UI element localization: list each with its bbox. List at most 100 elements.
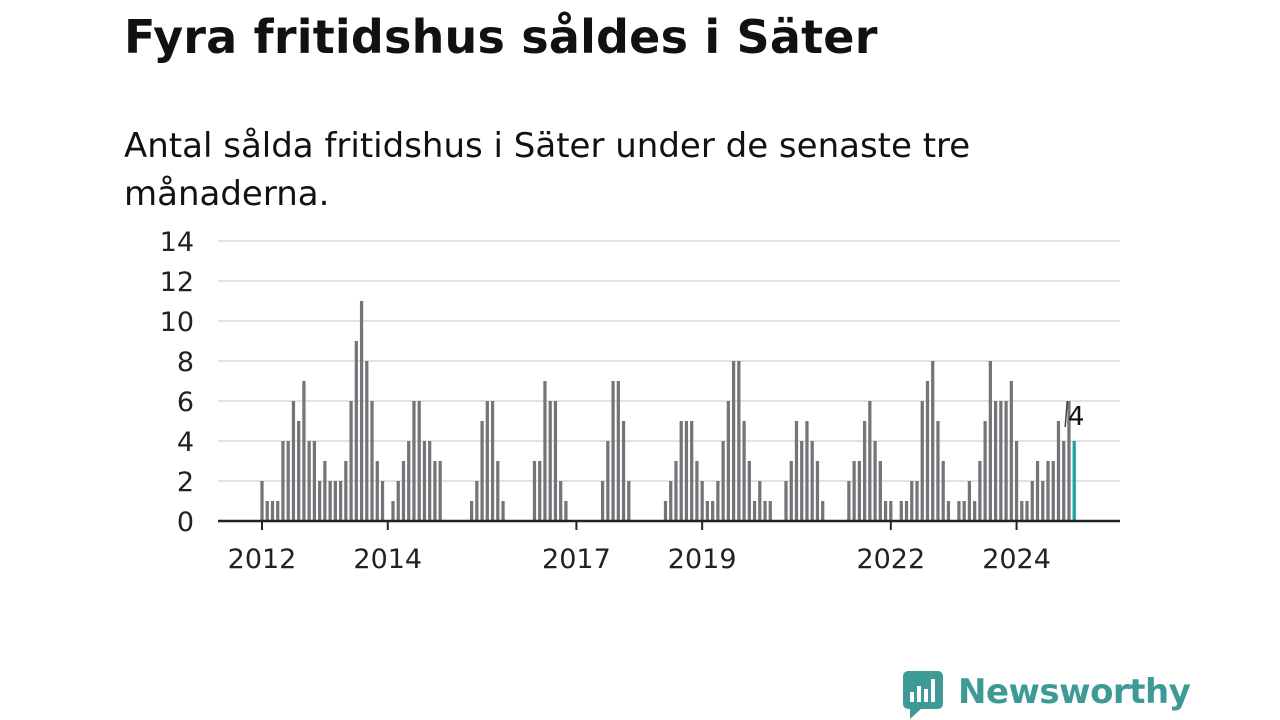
bar bbox=[674, 461, 678, 521]
bar bbox=[700, 481, 704, 521]
bar bbox=[967, 481, 972, 521]
chart-title: Fyra fritidshus såldes i Säter bbox=[124, 10, 878, 64]
chart-subtitle: Antal sålda fritidshus i Säter under de … bbox=[124, 126, 971, 214]
bar bbox=[684, 421, 689, 521]
bar bbox=[302, 381, 306, 521]
bar bbox=[480, 421, 484, 521]
bar bbox=[904, 501, 909, 521]
bar bbox=[407, 441, 411, 521]
bar bbox=[690, 421, 694, 521]
y-tick-label: 0 bbox=[177, 507, 194, 538]
bar bbox=[1051, 461, 1055, 521]
bar bbox=[878, 461, 882, 521]
bar bbox=[485, 401, 489, 521]
bar bbox=[711, 501, 715, 521]
bar bbox=[265, 501, 269, 521]
bar bbox=[1041, 481, 1045, 521]
bar bbox=[726, 401, 730, 521]
bar bbox=[354, 341, 358, 521]
bar bbox=[422, 441, 427, 521]
bar bbox=[260, 481, 264, 521]
bar bbox=[1062, 441, 1066, 521]
bar bbox=[873, 441, 877, 521]
latest-value-label: 4 bbox=[1068, 402, 1085, 432]
y-tick-label: 8 bbox=[177, 347, 194, 378]
bar bbox=[428, 441, 432, 521]
bar bbox=[862, 421, 867, 521]
bar bbox=[312, 441, 317, 521]
bar bbox=[705, 501, 710, 521]
bar bbox=[344, 461, 348, 521]
bar bbox=[962, 501, 966, 521]
bar bbox=[993, 401, 998, 521]
bar bbox=[433, 461, 437, 521]
bar-highlighted bbox=[1072, 441, 1076, 521]
bar bbox=[276, 501, 280, 521]
bar bbox=[663, 501, 668, 521]
bar bbox=[936, 421, 940, 521]
bar bbox=[270, 501, 275, 521]
x-tick-label: 2019 bbox=[668, 544, 737, 575]
bar bbox=[543, 381, 547, 521]
bar bbox=[318, 481, 322, 521]
bar bbox=[333, 481, 337, 521]
bar bbox=[380, 481, 385, 521]
bar bbox=[910, 481, 914, 521]
bar bbox=[847, 481, 851, 521]
bar bbox=[1035, 461, 1040, 521]
bar bbox=[401, 461, 406, 521]
bar bbox=[359, 301, 364, 521]
bar bbox=[1030, 481, 1034, 521]
bar bbox=[925, 381, 930, 521]
bar bbox=[396, 481, 400, 521]
bar bbox=[417, 401, 421, 521]
bar bbox=[742, 421, 746, 521]
bar bbox=[789, 461, 793, 521]
annotation-leader bbox=[1064, 400, 1068, 428]
bar bbox=[564, 501, 568, 521]
bar bbox=[1067, 401, 1071, 521]
bar bbox=[307, 441, 311, 521]
bar bbox=[1014, 441, 1019, 521]
bar bbox=[679, 421, 683, 521]
bar bbox=[868, 401, 872, 521]
bar bbox=[978, 461, 982, 521]
bar bbox=[1020, 501, 1024, 521]
bar bbox=[973, 501, 977, 521]
bar bbox=[297, 421, 301, 521]
bars bbox=[260, 301, 1076, 521]
x-tick-label: 2022 bbox=[856, 544, 925, 575]
bar bbox=[815, 461, 820, 521]
bar bbox=[532, 461, 537, 521]
bar bbox=[611, 381, 615, 521]
bar bbox=[695, 461, 699, 521]
bar bbox=[559, 481, 563, 521]
bar bbox=[281, 441, 285, 521]
bar bbox=[370, 401, 374, 521]
bar bbox=[469, 501, 474, 521]
bar bbox=[941, 461, 945, 521]
bar bbox=[763, 501, 767, 521]
bar bbox=[731, 361, 736, 521]
bar bbox=[412, 401, 416, 521]
bar bbox=[915, 481, 919, 521]
x-axis-ticks: 2012 2014 2017 2019 2022 2024 bbox=[228, 521, 1051, 575]
bar bbox=[323, 461, 327, 521]
bar bbox=[621, 421, 626, 521]
newsworthy-logo-icon bbox=[903, 671, 943, 719]
bar bbox=[1056, 421, 1061, 521]
bar bbox=[475, 481, 479, 521]
bar bbox=[794, 421, 799, 521]
bar bbox=[606, 441, 610, 521]
bar bbox=[957, 501, 961, 521]
bar bbox=[338, 481, 343, 521]
y-tick-label: 4 bbox=[177, 427, 194, 458]
bar bbox=[501, 501, 505, 521]
bar bbox=[548, 401, 552, 521]
bar bbox=[920, 401, 924, 521]
bar bbox=[391, 501, 395, 521]
x-tick-label: 2024 bbox=[982, 544, 1051, 575]
bar bbox=[538, 461, 542, 521]
bar bbox=[821, 501, 825, 521]
